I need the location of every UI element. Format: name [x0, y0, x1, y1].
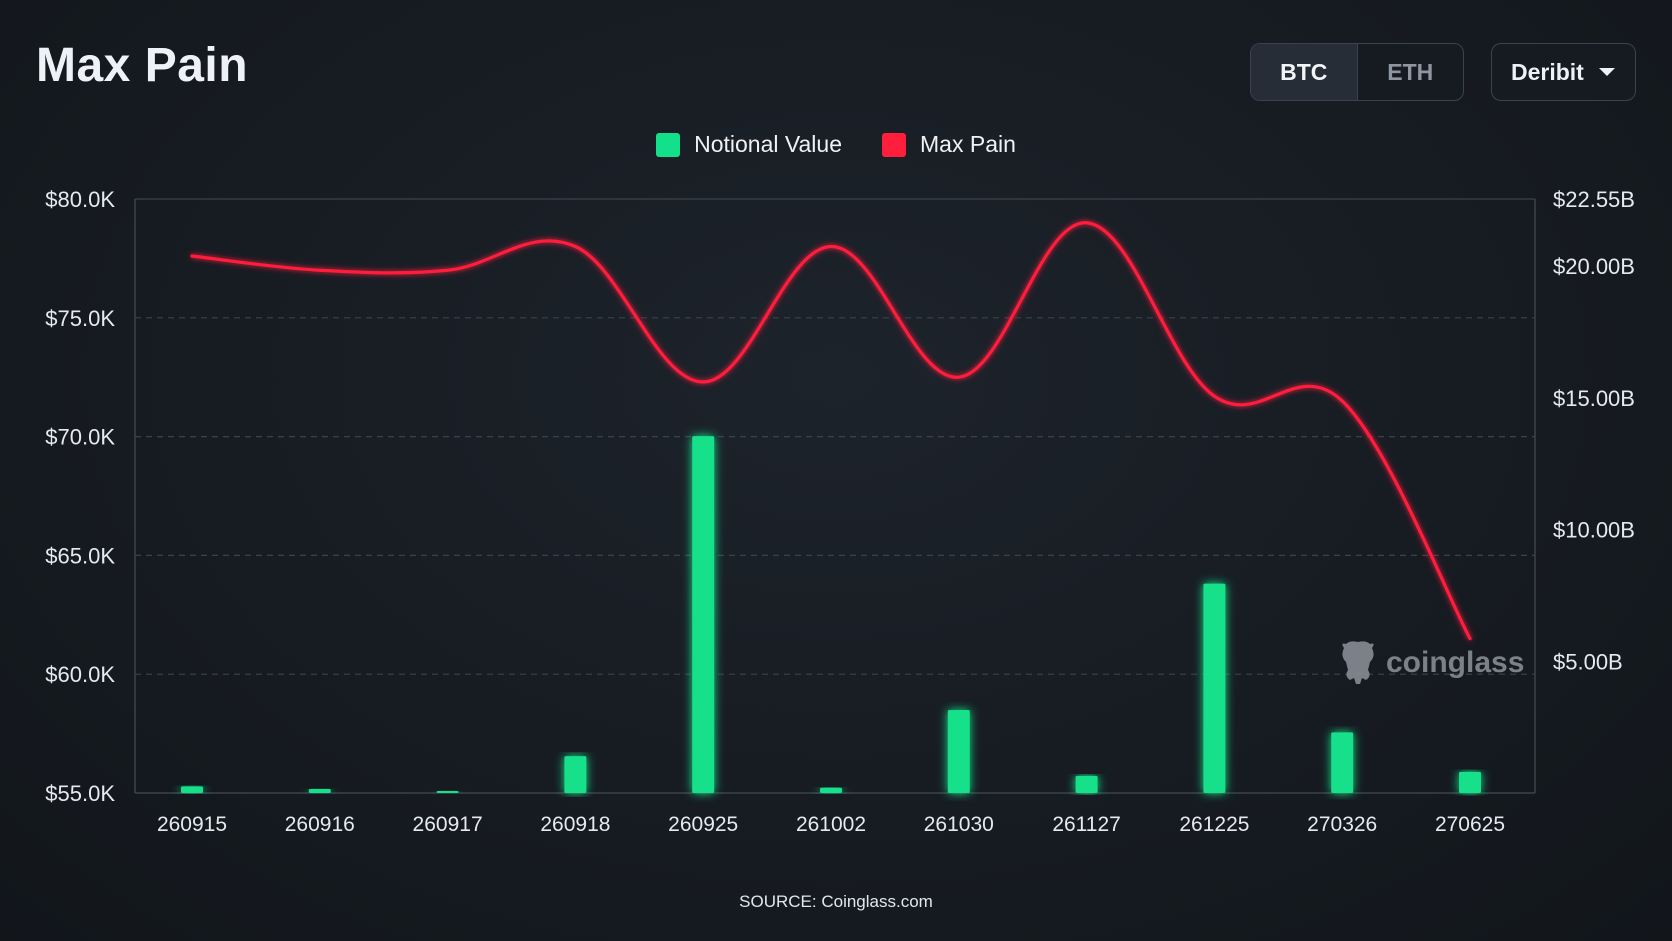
- coinglass-watermark: coinglass: [1338, 640, 1524, 686]
- exchange-dropdown-value: Deribit: [1511, 58, 1584, 85]
- watermark-text: coinglass: [1386, 646, 1525, 679]
- y-right-tick-label: $5.00B: [1553, 649, 1623, 674]
- notional-bar: [308, 789, 331, 793]
- y-left-tick-label: $70.0K: [45, 425, 115, 450]
- y-left-tick-label: $55.0K: [45, 781, 115, 806]
- source-note: SOURCE: Coinglass.com: [739, 892, 933, 911]
- y-right-tick-label: $10.00B: [1553, 518, 1635, 543]
- x-tick-label: 270625: [1435, 813, 1505, 836]
- legend-swatch-max-pain: [882, 132, 907, 157]
- notional-bar: [1459, 771, 1481, 793]
- legend-swatch-notional: [656, 132, 681, 157]
- y-right-tick-label: $22.55B: [1553, 187, 1635, 212]
- x-tick-label: 260917: [413, 813, 483, 836]
- caret-down-icon: [1599, 68, 1615, 76]
- max-pain-line: [190, 221, 1472, 641]
- x-tick-label: 261127: [1052, 813, 1121, 836]
- x-tick-label: 261225: [1179, 813, 1249, 836]
- notional-bar: [181, 786, 203, 793]
- notional-bar: [1331, 732, 1354, 793]
- x-tick-label: 260915: [157, 813, 227, 836]
- notional-bar: [564, 756, 587, 793]
- notional-bar: [692, 436, 715, 793]
- chart-legend: Notional Value Max Pain: [0, 131, 1672, 158]
- notional-bar: [436, 791, 459, 793]
- x-tick-label: 260916: [285, 813, 355, 836]
- y-left-tick-label: $60.0K: [45, 662, 115, 687]
- exchange-dropdown[interactable]: Deribit: [1491, 43, 1636, 101]
- notional-bar: [947, 710, 970, 793]
- notional-bar: [1203, 583, 1226, 793]
- y-left-tick-label: $65.0K: [45, 543, 115, 568]
- y-right-tick-label: $15.00B: [1553, 386, 1635, 411]
- y-left-tick-label: $80.0K: [45, 187, 115, 212]
- y-left-tick-label: $75.0K: [45, 306, 115, 331]
- tab-btc[interactable]: BTC: [1251, 44, 1358, 100]
- bull-mascot-icon: [1342, 641, 1374, 684]
- x-tick-label: 261030: [924, 813, 994, 836]
- notional-bar: [1075, 775, 1098, 793]
- y-right-tick-label: $20.00B: [1553, 254, 1635, 279]
- legend-item-notional[interactable]: Notional Value: [656, 131, 842, 158]
- x-tick-label: 261002: [796, 813, 866, 836]
- asset-toggle: BTC ETH: [1250, 43, 1464, 101]
- legend-label-max-pain: Max Pain: [920, 131, 1016, 157]
- page-title: Max Pain: [36, 39, 249, 92]
- x-tick-label: 270326: [1307, 813, 1377, 836]
- x-tick-label: 260925: [668, 813, 738, 836]
- legend-item-max-pain[interactable]: Max Pain: [882, 131, 1016, 158]
- x-tick-label: 260918: [540, 813, 610, 836]
- notional-bar: [820, 787, 842, 793]
- legend-label-notional: Notional Value: [694, 131, 843, 157]
- tab-eth[interactable]: ETH: [1387, 58, 1434, 85]
